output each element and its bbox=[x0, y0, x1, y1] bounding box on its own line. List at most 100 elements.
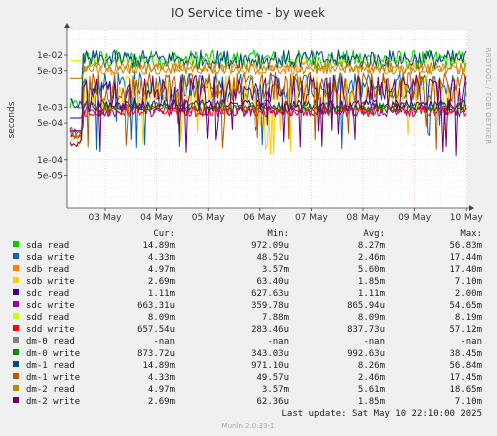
legend-max-value: 7.10m bbox=[455, 277, 482, 287]
legend-avg-value: 1.85m bbox=[358, 277, 385, 287]
legend-header-min: Min: bbox=[267, 229, 289, 239]
x-axis-arrow bbox=[469, 205, 474, 211]
legend-min-value: 3.57m bbox=[262, 385, 289, 395]
x-tick-label: 03 May bbox=[89, 213, 123, 223]
legend-swatch bbox=[13, 337, 19, 343]
legend-header-max: Max: bbox=[460, 229, 482, 239]
legend-max-value: 8.19m bbox=[455, 313, 482, 323]
legend-swatch bbox=[13, 397, 19, 403]
legend-series-name: sda write bbox=[26, 253, 75, 263]
legend-avg-value: 2.46m bbox=[358, 373, 385, 383]
y-tick-label: 1e-02 bbox=[37, 51, 63, 61]
legend-cur-value: 14.89m bbox=[142, 241, 175, 251]
y-tick-label: 1e-04 bbox=[37, 156, 63, 166]
legend-avg-value: 5.60m bbox=[358, 265, 385, 275]
series-line-dm-2-read bbox=[70, 61, 467, 79]
legend-swatch bbox=[13, 277, 19, 283]
legend-header-avg: Avg: bbox=[363, 229, 385, 239]
y-tick-label: 1e-03 bbox=[37, 103, 63, 113]
legend-avg-value: 1.85m bbox=[358, 397, 385, 407]
legend-series-name: dm-0 read bbox=[26, 337, 75, 347]
legend-min-value: 3.57m bbox=[262, 265, 289, 275]
legend-swatch bbox=[13, 385, 19, 391]
y-axis-arrow bbox=[64, 23, 70, 28]
legend-min-value: -nan bbox=[267, 337, 289, 347]
legend-max-value: 56.84m bbox=[449, 361, 482, 371]
legend-max-value: -nan bbox=[460, 337, 482, 347]
legend-avg-value: 837.73u bbox=[347, 325, 385, 335]
legend-swatch bbox=[13, 241, 19, 247]
munin-version-footer: Munin 2.0.33-1 bbox=[222, 422, 275, 430]
legend-series-name: sdb read bbox=[26, 265, 69, 275]
x-tick-label: 06 May bbox=[243, 213, 277, 223]
x-tick-label: 10 May bbox=[450, 213, 484, 223]
legend-cur-value: 657.54u bbox=[137, 325, 175, 335]
series-line-sda-write bbox=[69, 71, 467, 150]
legend-min-value: 627.63u bbox=[251, 289, 289, 299]
legend-avg-value: 992.63u bbox=[347, 349, 385, 359]
legend-min-value: 343.03u bbox=[251, 349, 289, 359]
legend-cur-value: 4.33m bbox=[148, 253, 175, 263]
legend-max-value: 17.45m bbox=[449, 373, 482, 383]
legend-avg-value: 1.11m bbox=[358, 289, 385, 299]
x-tick-label: 09 May bbox=[398, 213, 432, 223]
legend-max-value: 18.65m bbox=[449, 385, 482, 395]
legend-max-value: 2.00m bbox=[455, 289, 482, 299]
rrdtool-side-label: RRDTOOL / TOBI OETIKER bbox=[484, 48, 492, 145]
legend-series-name: sdd write bbox=[26, 325, 75, 335]
legend-series-name: sdb write bbox=[26, 277, 75, 287]
legend-swatch bbox=[13, 373, 19, 379]
legend-avg-value: 2.46m bbox=[358, 253, 385, 263]
axis-layer: 5e-05 1e-04 5e-04 1e-03 5e-03 1e-02 03 May 04 M… bbox=[37, 23, 483, 223]
legend-series-name: sda read bbox=[26, 241, 69, 251]
series-line-dm-2-write bbox=[69, 74, 467, 156]
y-tick-label: 5e-03 bbox=[37, 67, 63, 77]
chart-title: IO Service time - by week bbox=[171, 6, 325, 20]
legend-min-value: 62.36u bbox=[256, 397, 289, 407]
x-tick-label: 07 May bbox=[295, 213, 329, 223]
legend-max-value: 38.45m bbox=[449, 349, 482, 359]
legend-series-name: dm-0 write bbox=[26, 349, 80, 359]
legend-max-value: 17.44m bbox=[449, 253, 482, 263]
legend-series-name: dm-1 read bbox=[26, 361, 75, 371]
legend-min-value: 359.78u bbox=[251, 301, 289, 311]
legend-swatch bbox=[13, 361, 19, 367]
series-line-sdd-read bbox=[70, 59, 467, 61]
series-line-sda-read bbox=[69, 49, 467, 109]
legend-header-cur: Cur: bbox=[153, 229, 175, 239]
legend-swatch bbox=[13, 289, 19, 295]
legend-cur-value: 873.72u bbox=[137, 349, 175, 359]
legend-cur-value: 2.69m bbox=[148, 277, 175, 287]
legend-min-value: 283.46u bbox=[251, 325, 289, 335]
series-layer bbox=[69, 49, 467, 156]
x-tick-label: 05 May bbox=[192, 213, 226, 223]
legend-series-name: sdd read bbox=[26, 313, 69, 323]
y-axis-label: seconds bbox=[7, 101, 17, 138]
legend-avg-value: 8.27m bbox=[358, 241, 385, 251]
legend-max-value: 17.40m bbox=[449, 265, 482, 275]
legend-cur-value: 663.31u bbox=[137, 301, 175, 311]
legend-cur-value: -nan bbox=[153, 337, 175, 347]
legend-swatch bbox=[13, 349, 19, 355]
legend-series-name: dm-2 read bbox=[26, 385, 75, 395]
legend-swatch bbox=[13, 265, 19, 271]
legend-avg-value: 5.61m bbox=[358, 385, 385, 395]
legend-series-name: sdc write bbox=[26, 301, 75, 311]
legend-max-value: 57.12m bbox=[449, 325, 482, 335]
legend-cur-value: 4.97m bbox=[148, 385, 175, 395]
legend-avg-value: 865.94u bbox=[347, 301, 385, 311]
legend: Cur: Min: Avg: Max: sda read 14.89m 972.09… bbox=[13, 229, 482, 407]
legend-swatch bbox=[13, 325, 19, 331]
legend-cur-value: 4.97m bbox=[148, 265, 175, 275]
legend-min-value: 972.09u bbox=[251, 241, 289, 251]
legend-min-value: 48.52u bbox=[256, 253, 289, 263]
legend-series-name: dm-1 write bbox=[26, 373, 80, 383]
last-update: Last update: Sat May 10 22:10:00 2025 bbox=[282, 409, 482, 419]
series-line-sdb-read bbox=[70, 61, 467, 79]
y-tick-label: 5e-05 bbox=[37, 172, 63, 182]
legend-max-value: 54.65m bbox=[449, 301, 482, 311]
series-line-dm-1-write bbox=[69, 71, 467, 150]
legend-cur-value: 1.11m bbox=[148, 289, 175, 299]
legend-avg-value: -nan bbox=[363, 337, 385, 347]
